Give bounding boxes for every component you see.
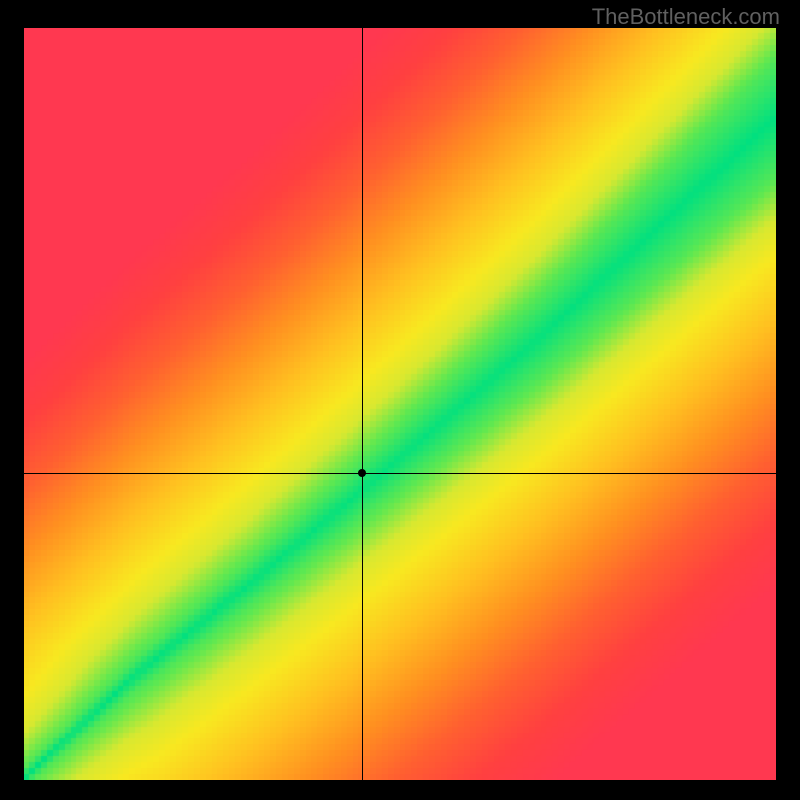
- crosshair-vertical: [362, 28, 363, 780]
- crosshair-marker: [358, 469, 366, 477]
- root: TheBottleneck.com: [0, 0, 800, 800]
- crosshair-horizontal: [24, 473, 776, 474]
- watermark-text: TheBottleneck.com: [592, 4, 780, 30]
- heatmap-canvas: [24, 28, 776, 780]
- heatmap-plot: [24, 28, 776, 780]
